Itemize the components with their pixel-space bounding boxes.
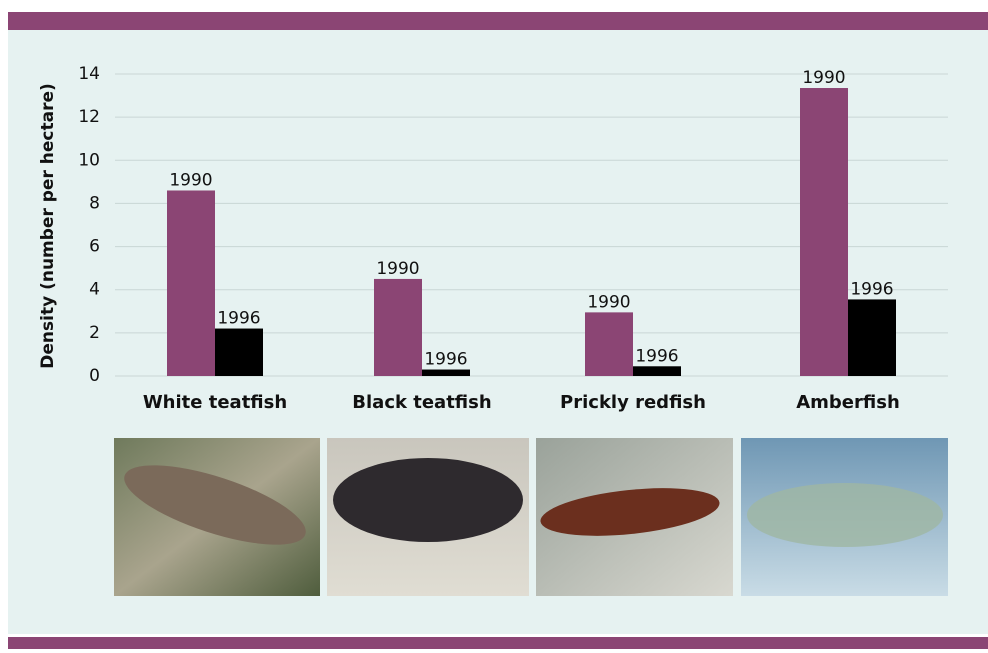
y-tick-label: 6: [89, 237, 100, 257]
x-tick-label: Black teatfish: [352, 392, 491, 413]
y-tick-label: 8: [89, 193, 100, 213]
bar-label: 1996: [217, 309, 260, 329]
bar: [215, 328, 263, 376]
y-tick-label: 2: [89, 323, 100, 343]
bottom-band: [8, 637, 988, 649]
y-tick-label: 12: [78, 107, 100, 127]
x-tick-label: White teatfish: [143, 392, 287, 413]
bar-label: 1990: [802, 68, 845, 88]
bar: [633, 366, 681, 376]
photo-subject: [540, 488, 720, 536]
y-axis-label: Density (number per hectare): [38, 83, 58, 369]
photo-subject: [124, 465, 306, 545]
bar: [848, 299, 896, 376]
bar-label: 1990: [587, 292, 630, 312]
photo-subject: [747, 483, 943, 547]
bar-label: 1990: [169, 170, 212, 190]
bar: [585, 312, 633, 376]
bar-label: 1990: [376, 259, 419, 279]
bar-label: 1996: [424, 350, 467, 370]
bar: [167, 190, 215, 376]
y-tick-label: 10: [78, 150, 100, 170]
photo-subject: [333, 458, 523, 542]
bar: [374, 278, 422, 376]
photos: [114, 438, 948, 596]
bar-label: 1996: [850, 279, 893, 299]
top-band: [8, 12, 988, 30]
x-tick-label: Prickly redfish: [560, 392, 706, 413]
bar: [422, 369, 470, 376]
bar-label: 1996: [635, 346, 678, 366]
y-tick-label: 14: [78, 64, 100, 84]
y-tick-label: 4: [89, 280, 100, 300]
bar: [800, 88, 848, 377]
x-tick-label: Amberfish: [796, 392, 900, 413]
y-tick-label: 0: [89, 366, 100, 386]
